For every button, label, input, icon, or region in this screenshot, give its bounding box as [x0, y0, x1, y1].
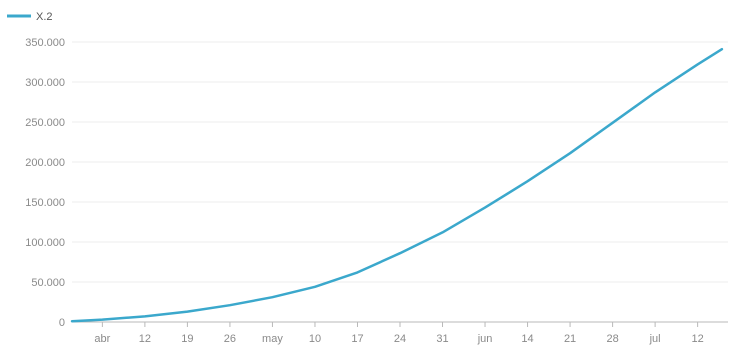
axes	[72, 321, 728, 327]
y-tick-label: 350.000	[25, 37, 65, 49]
x-tick-label: 21	[564, 333, 576, 345]
series-line[interactable]	[70, 47, 724, 323]
x-tick-label: 14	[521, 333, 533, 345]
x-tick-label: 24	[394, 333, 406, 345]
x-tick-label: jun	[477, 333, 493, 345]
x-tick-label: 26	[224, 333, 236, 345]
y-tick-label: 50.000	[31, 277, 65, 289]
y-tick-label: 0	[59, 317, 65, 329]
x-tick-label: 12	[139, 333, 151, 345]
legend[interactable]: X.2	[7, 11, 53, 23]
x-tick-label: 12	[692, 333, 704, 345]
y-tick-label: 250.000	[25, 117, 65, 129]
x-tick-label: 19	[181, 333, 193, 345]
gridlines	[72, 41, 728, 283]
x-tick-label: 10	[309, 333, 321, 345]
x-tick-label: 17	[351, 333, 363, 345]
x-tick-labels: abr 12 19 26 may 10 17 24 31 jun 14 21 28 jul 12	[94, 333, 703, 345]
y-tick-labels: 0 50.000 100.000 150.000 200.000 250.000 300.0…	[25, 37, 65, 329]
x-tick-label: jul	[649, 333, 661, 345]
y-tick-label: 100.000	[25, 237, 65, 249]
x-tick-label: may	[262, 333, 283, 345]
legend-label: X.2	[36, 11, 53, 23]
x-tick-label: abr	[94, 333, 110, 345]
series-lines	[70, 47, 724, 323]
y-tick-label: 200.000	[25, 157, 65, 169]
y-tick-label: 150.000	[25, 197, 65, 209]
y-tick-label: 300.000	[25, 77, 65, 89]
x-tick-label: 31	[436, 333, 448, 345]
x-tick-label: 28	[606, 333, 618, 345]
